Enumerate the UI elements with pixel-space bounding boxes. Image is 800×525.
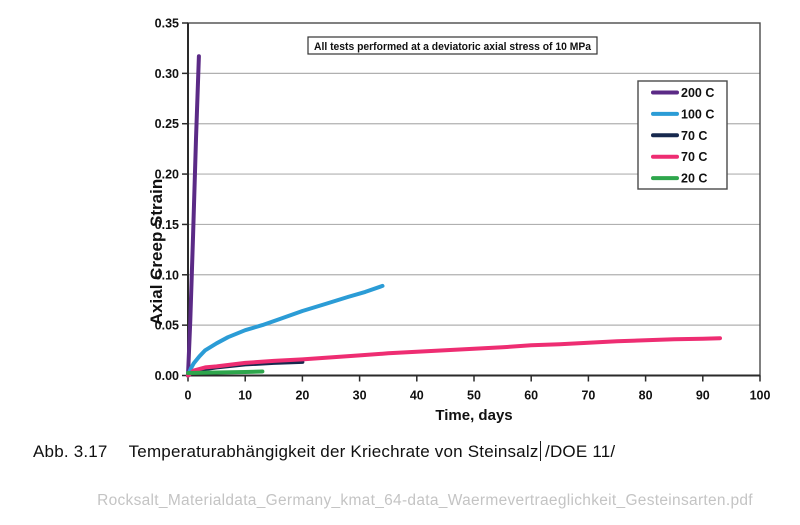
x-tick-label-90: 90 [696, 389, 710, 403]
y-tick-label-0.35: 0.35 [155, 17, 179, 31]
y-tick-label-0.10: 0.10 [155, 268, 179, 282]
y-tick-label-0.15: 0.15 [155, 218, 179, 232]
text-cursor [539, 441, 542, 461]
figure-caption-label: Abb. 3.17 [33, 442, 108, 461]
x-tick-label-80: 80 [639, 389, 653, 403]
y-tick-label-0.05: 0.05 [155, 319, 179, 333]
legend-label-2: 70 C [681, 129, 707, 143]
y-tick-label-0.25: 0.25 [155, 117, 179, 131]
y-axis-title: Axial Creep Strain [147, 179, 166, 325]
x-axis-title: Time, days [435, 407, 512, 424]
legend-label-0: 200 C [681, 86, 714, 100]
x-tick-label-30: 30 [353, 389, 367, 403]
series-line-0-200-c [186, 54, 201, 378]
annotation-text: All tests performed at a deviatoric axia… [314, 41, 592, 53]
x-tick-label-20: 20 [295, 389, 309, 403]
x-tick-label-60: 60 [524, 389, 538, 403]
figure-caption-title: Temperaturabhängigkeit der Kriechrate vo… [128, 442, 539, 461]
y-tick-label-0.20: 0.20 [155, 168, 179, 182]
x-tick-label-40: 40 [410, 389, 424, 403]
x-tick-label-50: 50 [467, 389, 481, 403]
pdf-filename: Rocksalt_Materialdata_Germany_kmat_64-da… [97, 492, 753, 509]
figure-caption[interactable]: Abb. 3.17 Temperaturabhängigkeit der Krie… [33, 441, 773, 462]
legend-label-3: 70 C [681, 150, 707, 164]
legend-label-1: 100 C [681, 107, 714, 121]
legend-label-4: 20 C [681, 172, 707, 186]
chart-canvas: 0.00 0.05 0.10 0.15 0.20 0.25 0.30 0.35 0 10 20 30 4… [147, 17, 771, 425]
series-line-1-100-c [186, 283, 385, 378]
series-line-3-70-c [186, 336, 722, 378]
series-line-4-20-c [186, 369, 265, 375]
x-tick-label-70: 70 [581, 389, 595, 403]
x-tick-label-10: 10 [238, 389, 252, 403]
x-tick-label-100: 100 [750, 389, 771, 403]
figure-caption-reference: /DOE 11/ [545, 442, 616, 461]
creep-strain-chart[interactable]: 0.00 0.05 0.10 0.15 0.20 0.25 0.30 0.35 0 10 20 30 4… [0, 0, 800, 430]
y-tick-label-0.00: 0.00 [155, 369, 179, 383]
x-tick-label-0: 0 [185, 389, 192, 403]
annotation-box [307, 36, 598, 55]
y-tick-label-0.30: 0.30 [155, 67, 179, 81]
